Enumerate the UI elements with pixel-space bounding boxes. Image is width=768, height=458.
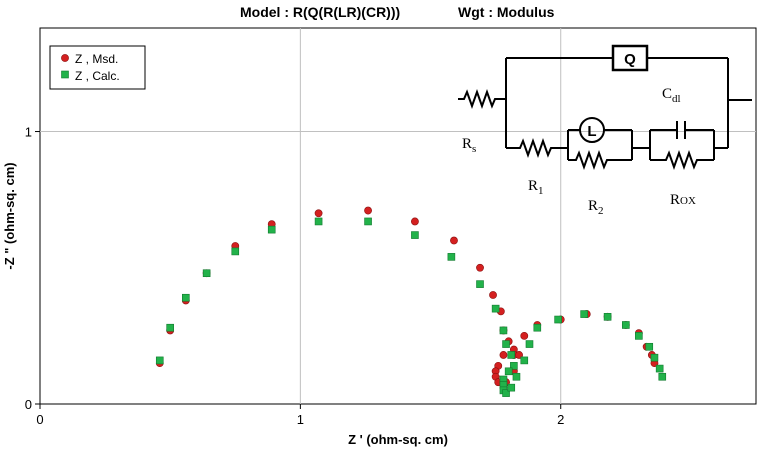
data-point-calculated <box>491 304 500 313</box>
data-point-measured <box>364 206 372 215</box>
chart-title-weight: Wgt : Modulus <box>458 4 555 20</box>
x-tick-label: 2 <box>557 412 564 427</box>
data-point-calculated <box>580 310 588 318</box>
legend-marker-measured <box>61 54 69 62</box>
x-tick-label: 1 <box>297 412 304 427</box>
label-l: L <box>587 123 596 140</box>
legend-label-calculated: Z , Calc. <box>75 69 120 83</box>
label-r2: R2 <box>588 198 604 217</box>
data-point-measured <box>499 351 508 359</box>
data-point-calculated <box>512 372 521 381</box>
data-point-calculated <box>364 217 372 226</box>
resistor-r2 <box>568 150 632 170</box>
grid-layer <box>40 28 756 404</box>
points-layer <box>155 206 667 397</box>
data-point-calculated <box>504 367 513 376</box>
data-point-calculated <box>603 313 612 321</box>
resistor-rs <box>458 89 506 109</box>
data-point-calculated <box>267 225 276 234</box>
y-axis-label: -Z " (ohm-sq. cm) <box>2 162 17 269</box>
chart-title-model: Model : R(Q(R(LR)(CR))) <box>240 4 400 20</box>
data-point-calculated <box>520 356 529 365</box>
data-point-calculated <box>499 326 508 335</box>
data-point-calculated <box>525 340 534 348</box>
label-q: Q <box>624 51 636 68</box>
data-point-calculated <box>155 356 164 365</box>
data-point-calculated <box>502 340 510 348</box>
data-point-calculated <box>231 247 240 256</box>
resistor-rox <box>650 150 714 170</box>
legend-marker-calculated <box>61 70 69 79</box>
data-point-measured <box>450 236 458 245</box>
data-point-calculated <box>533 323 542 332</box>
legend-label-measured: Z , Msd. <box>75 52 118 66</box>
y-tick-label: 1 <box>25 125 32 140</box>
data-point-measured <box>314 209 323 218</box>
tick-layer: 0 1 2 0 1 <box>25 125 565 427</box>
data-point-measured <box>476 263 484 272</box>
label-r1: R1 <box>528 178 544 197</box>
data-point-calculated <box>314 217 323 226</box>
data-point-calculated <box>510 362 518 370</box>
data-point-calculated <box>202 269 211 278</box>
legend: Z , Msd. Z , Calc. <box>49 45 146 90</box>
data-point-calculated <box>554 315 562 324</box>
data-point-calculated <box>182 293 190 302</box>
y-tick-label: 0 <box>25 397 32 412</box>
data-point-calculated <box>622 321 630 329</box>
data-point-calculated <box>502 389 510 397</box>
data-point-calculated <box>447 253 456 261</box>
label-rox: ROX <box>670 192 696 208</box>
data-point-calculated <box>507 351 516 359</box>
x-tick-label: 0 <box>36 412 43 427</box>
data-point-calculated <box>411 231 419 239</box>
data-point-calculated <box>658 372 667 381</box>
resistor-r1 <box>506 138 568 158</box>
data-point-calculated <box>655 364 664 373</box>
legend-box <box>49 45 146 90</box>
label-rs: Rs <box>462 136 476 155</box>
data-point-calculated <box>650 353 659 362</box>
x-axis-label: Z ' (ohm-sq. cm) <box>348 432 448 447</box>
equivalent-circuit <box>458 44 752 170</box>
data-point-measured <box>520 331 529 340</box>
data-point-calculated <box>635 332 643 340</box>
data-point-measured <box>489 291 497 299</box>
data-point-measured <box>411 217 419 226</box>
data-point-calculated <box>645 342 654 351</box>
data-point-calculated <box>507 383 516 392</box>
data-point-calculated <box>166 323 174 332</box>
plot-area <box>39 27 757 405</box>
data-point-calculated <box>476 280 484 288</box>
label-cdl: Cdl <box>662 86 681 105</box>
